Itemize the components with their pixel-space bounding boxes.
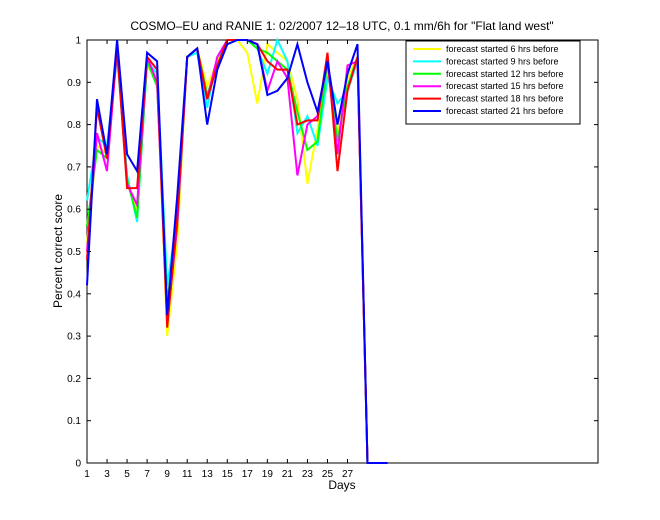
y-tick-label: 0.9 [67, 78, 81, 89]
y-tick-label: 0 [75, 459, 81, 470]
y-tick-label: 0.5 [67, 247, 81, 258]
series-layer [86, 37, 388, 464]
x-tick-label: 9 [164, 469, 170, 480]
x-tick-label: 21 [282, 469, 294, 480]
axis-layer: 1 3 5 7 9 11 13 15 17 19 21 23 25 2700.10.20.30.40.50… [67, 36, 598, 480]
y-tick-label: 0.3 [67, 332, 81, 343]
y-tick-label: 1 [75, 36, 81, 47]
x-tick-label: 17 [242, 469, 254, 480]
legend-label-5: forecast started 18 hrs before [446, 94, 564, 104]
legend: forecast started 6 hrs before forecast st… [405, 40, 581, 125]
x-tick-label: 11 [182, 469, 193, 480]
y-tick-label: 0.8 [67, 120, 81, 131]
x-axis-title: Days [328, 478, 355, 492]
x-tick-label: 19 [262, 469, 274, 480]
y-tick-label: 0.7 [67, 162, 81, 173]
x-tick-label: 13 [202, 469, 214, 480]
y-tick-label: 0.4 [67, 289, 81, 300]
y-tick-label: 0.1 [67, 416, 81, 427]
legend-label-3: forecast started 12 hrs before [446, 69, 564, 79]
y-axis-title: Percent correct score [51, 194, 65, 308]
x-tick-label: 7 [144, 469, 150, 480]
legend-label-4: forecast started 15 hrs before [446, 81, 564, 91]
y-tick-label: 0.6 [67, 205, 81, 216]
legend-label-1: forecast started 6 hrs before [446, 44, 559, 54]
x-tick-label: 3 [104, 469, 110, 480]
legend-items: forecast started 6 hrs before forecast st… [413, 44, 564, 116]
y-tick-label: 0.2 [67, 374, 81, 385]
x-tick-label: 5 [124, 469, 130, 480]
x-tick-label: 1 [84, 469, 90, 480]
x-tick-label: 25 [322, 469, 334, 480]
legend-label-2: forecast started 9 hrs before [446, 56, 559, 66]
x-tick-label: 27 [342, 469, 354, 480]
series-line-6 [86, 39, 388, 464]
chart-title: COSMO–EU and RANIE 1: 02/2007 12–18 UTC,… [130, 19, 553, 33]
legend-label-6: forecast started 21 hrs before [446, 106, 564, 116]
x-tick-label: 23 [302, 469, 314, 480]
x-tick-label: 15 [222, 469, 234, 480]
